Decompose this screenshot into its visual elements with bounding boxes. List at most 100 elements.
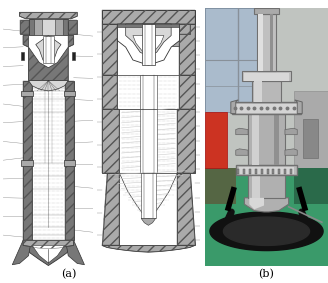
Polygon shape	[102, 173, 119, 245]
Polygon shape	[29, 36, 68, 68]
Polygon shape	[20, 12, 77, 19]
Bar	[20, 20, 29, 34]
Polygon shape	[12, 240, 30, 265]
Bar	[254, 82, 262, 102]
Bar	[117, 24, 179, 27]
Bar	[140, 109, 157, 173]
Polygon shape	[141, 218, 156, 225]
Bar	[205, 168, 328, 266]
Bar	[236, 165, 297, 175]
Bar	[21, 52, 25, 60]
Bar	[244, 73, 289, 81]
Bar	[68, 20, 77, 34]
Bar	[29, 19, 68, 36]
Bar	[140, 76, 157, 109]
Bar	[20, 20, 29, 34]
Polygon shape	[210, 212, 323, 250]
Bar	[117, 76, 179, 109]
Bar	[102, 10, 195, 24]
Bar	[267, 169, 269, 174]
Bar	[242, 71, 291, 82]
Bar	[141, 173, 156, 218]
Bar	[252, 82, 281, 102]
Bar	[43, 36, 54, 63]
Bar	[119, 109, 177, 173]
Polygon shape	[285, 128, 297, 135]
Polygon shape	[236, 128, 248, 135]
Bar	[21, 91, 33, 96]
Polygon shape	[126, 24, 171, 56]
Polygon shape	[285, 149, 297, 155]
Polygon shape	[249, 198, 264, 209]
Bar	[177, 109, 195, 173]
Bar	[142, 24, 154, 65]
Bar	[205, 8, 273, 112]
Bar	[290, 169, 292, 174]
Bar	[252, 113, 259, 165]
Polygon shape	[244, 198, 289, 212]
Bar	[303, 119, 318, 158]
Bar	[102, 109, 119, 173]
Bar	[205, 168, 236, 204]
Polygon shape	[32, 245, 65, 263]
Bar	[32, 81, 65, 240]
Bar	[102, 76, 117, 109]
Bar	[72, 52, 75, 60]
Text: (a): (a)	[61, 269, 76, 280]
Bar	[102, 10, 195, 24]
Bar	[270, 14, 273, 71]
Bar	[274, 113, 279, 165]
Bar	[294, 168, 328, 204]
Polygon shape	[177, 173, 195, 245]
Polygon shape	[236, 149, 248, 155]
Polygon shape	[66, 240, 85, 265]
Bar	[278, 169, 280, 174]
Bar	[64, 160, 75, 166]
Bar	[235, 104, 298, 113]
Polygon shape	[295, 100, 302, 113]
Bar	[294, 91, 328, 168]
Bar	[179, 76, 195, 109]
Text: (b): (b)	[258, 269, 274, 280]
Bar	[177, 109, 195, 173]
Bar	[64, 91, 75, 96]
Bar	[258, 14, 263, 71]
Bar	[284, 169, 286, 174]
Bar	[102, 24, 117, 76]
Polygon shape	[133, 36, 164, 55]
Bar	[42, 19, 55, 36]
Bar	[273, 169, 275, 174]
Bar	[157, 24, 190, 34]
Bar	[261, 169, 263, 174]
Bar	[102, 24, 117, 76]
Bar	[255, 169, 257, 174]
Polygon shape	[23, 240, 74, 248]
Bar	[237, 169, 239, 174]
Bar	[205, 8, 273, 112]
Polygon shape	[102, 245, 195, 252]
Polygon shape	[117, 24, 179, 65]
Bar	[252, 175, 260, 198]
Bar	[102, 76, 117, 109]
Bar	[179, 24, 195, 76]
Bar	[232, 102, 301, 113]
Polygon shape	[23, 36, 74, 81]
Bar	[205, 112, 227, 168]
Polygon shape	[23, 245, 74, 265]
Bar	[248, 175, 285, 198]
Bar	[68, 20, 77, 34]
Bar	[34, 19, 63, 36]
Bar	[167, 34, 179, 46]
Bar	[23, 81, 32, 240]
Polygon shape	[223, 217, 310, 245]
Bar	[256, 14, 276, 71]
Bar	[65, 81, 73, 240]
Bar	[157, 24, 190, 34]
Polygon shape	[29, 81, 68, 91]
Polygon shape	[36, 36, 61, 63]
Bar	[21, 160, 33, 166]
Bar	[102, 109, 119, 173]
Bar	[23, 81, 32, 240]
Bar	[179, 24, 195, 76]
Polygon shape	[231, 100, 238, 113]
